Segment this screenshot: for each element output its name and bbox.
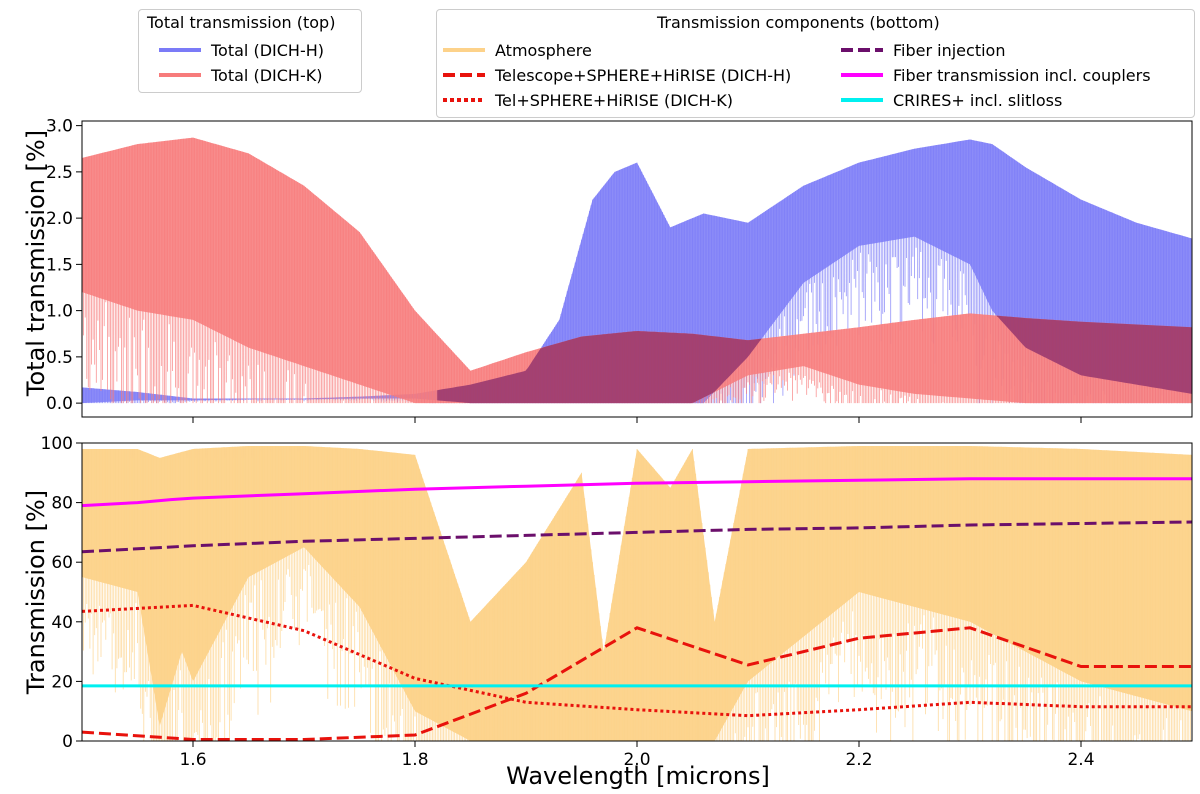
y-tick-label: 0: [62, 732, 73, 752]
y-tick-label: 100: [41, 434, 73, 454]
legend-item-total-dich-h: Total (DICH-H): [159, 40, 324, 60]
bottom-plot-panel: 0 20 40 60 80 100 1.6 1.8 2.0 2.2 2.4: [41, 434, 1193, 770]
y-tick-label: 2.5: [46, 163, 73, 183]
series-line-fiber-transmission-incl-couplers: [82, 477, 1192, 508]
bottom-y-axis-label: Transmission [%]: [22, 490, 50, 695]
legend-label: Telescope+SPHERE+HiRISE (DICH-H): [495, 65, 792, 85]
legend-transmission-components: Transmission components (bottom) Atmosph…: [436, 9, 1195, 118]
legend-item-fiber-injection: Fiber injection: [841, 40, 1005, 60]
top-y-axis-label: Total transmission [%]: [22, 130, 50, 397]
y-tick-label: 1.0: [46, 302, 73, 322]
legend-item-crires: CRIRES+ incl. slitloss: [841, 90, 1062, 110]
legend-title: Transmission components (bottom): [657, 13, 940, 32]
legend-label: Tel+SPHERE+HiRISE (DICH-K): [495, 90, 733, 110]
legend-swatch-telescope-dich-k: [443, 98, 485, 102]
legend-item-telescope-dich-h: Telescope+SPHERE+HiRISE (DICH-H): [443, 65, 791, 85]
x-tick-label: 2.2: [845, 750, 872, 770]
y-tick-label: 3.0: [46, 117, 73, 137]
legend-item-atmosphere: Atmosphere: [443, 40, 592, 60]
plot-area: [82, 446, 1192, 741]
y-tick-label: 0.5: [46, 348, 73, 368]
y-tick-label: 2.0: [46, 209, 73, 229]
x-tick-label: 1.6: [179, 750, 206, 770]
y-tick-label: 0.0: [46, 394, 73, 414]
legend-label: Total (DICH-K): [211, 65, 323, 85]
series-line-fiber-injection: [82, 520, 1192, 554]
top-plot-panel: 0.0 0.5 1.0 1.5 2.0 2.5 3.0: [46, 117, 1193, 423]
legend-item-total-dich-k: Total (DICH-K): [159, 65, 322, 85]
series-line-telescope-sphere-hirise-dich-h: [82, 626, 1192, 741]
legend-total-transmission: Total transmission (top) Total (DICH-H) …: [138, 9, 362, 93]
legend-swatch-telescope-dich-h: [443, 73, 485, 77]
legend-label: CRIRES+ incl. slitloss: [893, 90, 1063, 110]
x-tick-label: 2.0: [623, 750, 650, 770]
legend-label: Fiber transmission incl. couplers: [893, 65, 1151, 85]
legend-label: Fiber injection: [893, 40, 1006, 60]
legend-item-telescope-dich-k: Tel+SPHERE+HiRISE (DICH-K): [443, 90, 733, 110]
x-tick-label: 2.4: [1067, 750, 1094, 770]
legend-swatch-fiber-transmission: [841, 73, 883, 77]
series-line-tel-sphere-hirise-dich-k: [82, 603, 1192, 718]
legend-item-fiber-transmission: Fiber transmission incl. couplers: [841, 65, 1151, 85]
y-tick-label: 40: [51, 613, 73, 633]
legend-swatch-total-dich-h: [159, 48, 201, 52]
legend-label: Total (DICH-H): [211, 40, 324, 60]
y-tick-label: 1.5: [46, 255, 73, 275]
y-tick-label: 80: [51, 494, 73, 514]
plot-area: [82, 137, 1192, 404]
legend-label: Atmosphere: [495, 40, 592, 60]
series-spikes: [82, 446, 1192, 741]
y-tick-label: 60: [51, 553, 73, 573]
x-tick-label: 1.8: [401, 750, 428, 770]
legend-swatch-crires: [841, 98, 883, 102]
legend-swatch-fiber-injection: [841, 48, 883, 52]
y-tick-label: 20: [51, 672, 73, 692]
legend-title: Total transmission (top): [147, 13, 336, 32]
series-atmosphere: [82, 446, 1192, 741]
legend-swatch-total-dich-k: [159, 73, 201, 77]
legend-swatch-atmosphere: [443, 48, 485, 52]
overlap-region: [437, 313, 1192, 404]
x-axis-label: Wavelength [microns]: [506, 762, 770, 790]
